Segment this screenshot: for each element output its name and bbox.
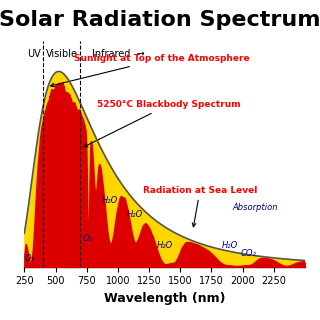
Text: Sunlight at Top of the Atmosphere: Sunlight at Top of the Atmosphere — [51, 54, 250, 87]
X-axis label: Wavelength (nm): Wavelength (nm) — [104, 292, 225, 305]
Text: Absorption: Absorption — [232, 203, 278, 212]
Text: H₂O: H₂O — [222, 241, 238, 250]
Text: CO₂: CO₂ — [241, 250, 257, 259]
Text: Visible: Visible — [46, 49, 78, 59]
Text: 5250°C Blackbody Spectrum: 5250°C Blackbody Spectrum — [84, 100, 240, 147]
Text: H₂O: H₂O — [102, 196, 118, 205]
Text: H₂O: H₂O — [127, 210, 143, 220]
Text: O₂: O₂ — [83, 234, 93, 243]
Text: H₂O: H₂O — [157, 241, 173, 250]
Text: Solar Radiation Spectrum: Solar Radiation Spectrum — [0, 10, 320, 30]
Text: UV: UV — [27, 49, 41, 59]
Text: O₃: O₃ — [24, 253, 34, 262]
Text: Infrared  →: Infrared → — [92, 49, 144, 59]
Text: Radiation at Sea Level: Radiation at Sea Level — [143, 186, 257, 227]
